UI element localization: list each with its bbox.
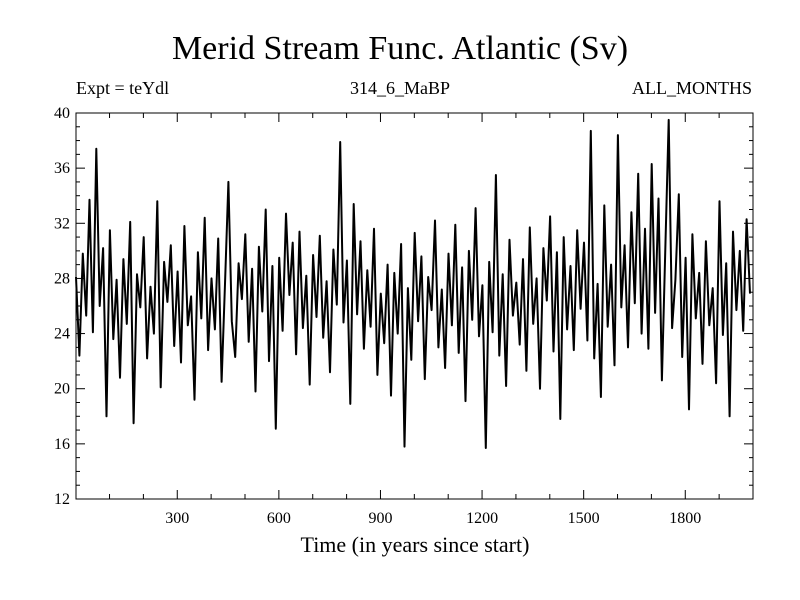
- chart-subtitle: 314_6_MaBP: [349, 78, 450, 98]
- period-label: ALL_MONTHS: [632, 78, 752, 98]
- x-tick-label: 1800: [669, 510, 701, 527]
- x-tick-label: 900: [368, 510, 392, 527]
- y-tick-label: 32: [54, 215, 70, 232]
- y-tick-label: 16: [54, 436, 70, 453]
- y-tick-label: 36: [54, 160, 70, 177]
- x-axis-label: Time (in years since start): [300, 532, 530, 557]
- x-tick-label: 300: [165, 510, 189, 527]
- x-tick-label: 1500: [568, 510, 600, 527]
- axis-ticks: 12 16 20 24 28 32 36 40 300 600 900 1200 1500 1800: [54, 105, 753, 527]
- y-tick-label: 20: [54, 381, 70, 398]
- x-tick-label: 1200: [466, 510, 498, 527]
- series-line-group: [75, 118, 751, 449]
- y-tick-label: 12: [54, 491, 70, 508]
- y-tick-label: 24: [54, 326, 70, 343]
- x-tick-label: 600: [267, 510, 291, 527]
- chart-title: Merid Stream Func. Atlantic (Sv): [171, 30, 629, 67]
- y-tick-label: 40: [54, 105, 70, 122]
- experiment-label: Expt = teYdl: [76, 78, 170, 98]
- series-line-0: [75, 118, 751, 449]
- y-tick-label: 28: [54, 270, 70, 287]
